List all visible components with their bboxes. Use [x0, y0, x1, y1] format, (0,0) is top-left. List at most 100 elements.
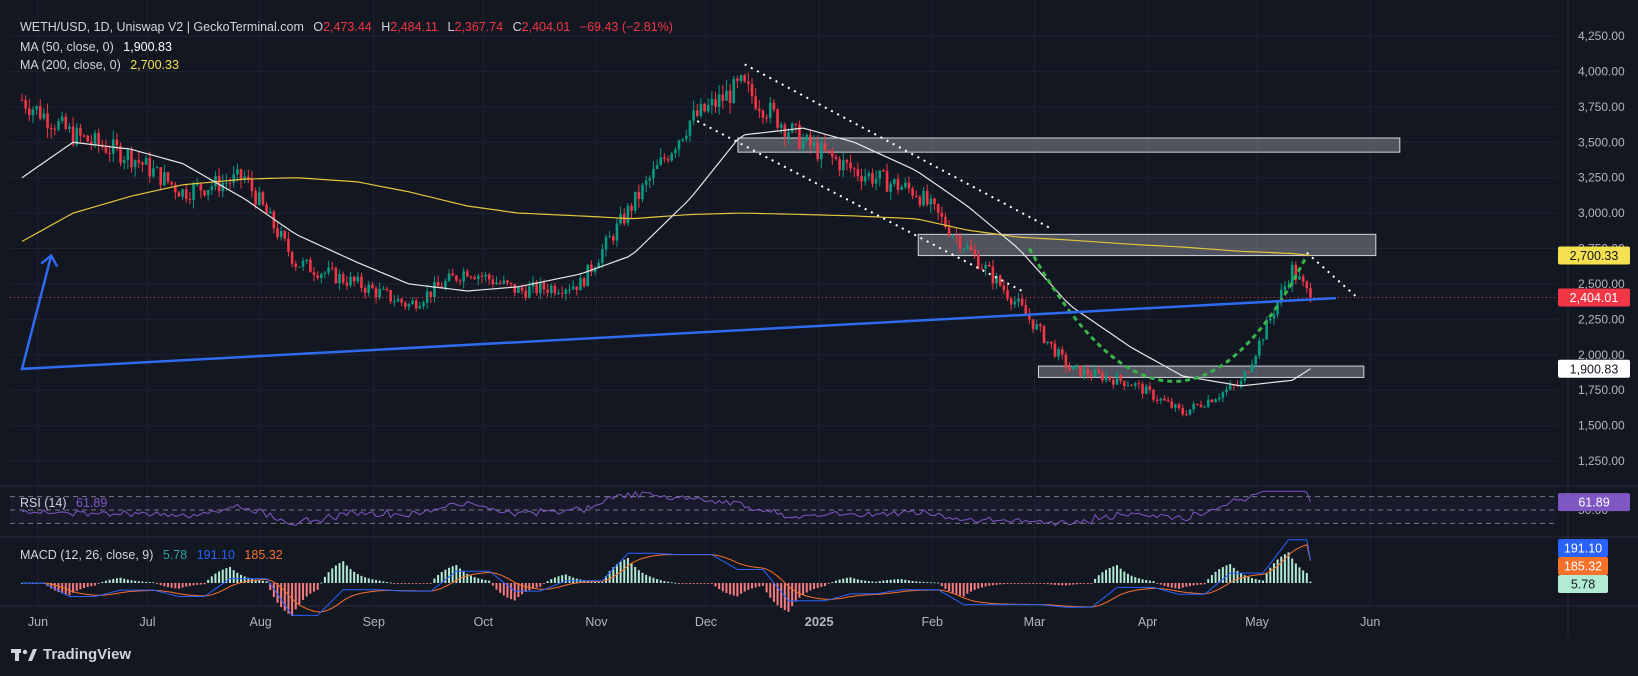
candle-body — [312, 272, 316, 276]
candle-body — [1093, 369, 1097, 377]
candle-body — [816, 142, 819, 160]
candle-body — [57, 121, 60, 130]
candle-body — [1006, 290, 1009, 299]
candle-body — [703, 103, 706, 112]
price-tick-label: 2,250.00 — [1578, 312, 1625, 326]
macd-histogram-bar — [1294, 563, 1297, 583]
macd-histogram-bar — [955, 583, 958, 595]
symbol-title[interactable]: WETH/USD, 1D, Uniswap V2 | GeckoTerminal… — [20, 20, 304, 34]
macd-histogram-bar — [53, 583, 56, 591]
candle-body — [637, 191, 641, 200]
candle-body — [111, 139, 115, 154]
candle-body — [615, 223, 619, 241]
macd-histogram-bar — [488, 580, 491, 583]
macd-histogram-bar — [1174, 583, 1177, 589]
candle-body — [663, 157, 666, 159]
macd-label: MACD (12, 26, close, 9) — [20, 548, 154, 562]
time-axis: Jun Jul Aug Sep Oct Nov Dec 2025 Feb Mar Apr May Jun — [28, 614, 1380, 629]
macd-histogram-bar — [1258, 579, 1261, 583]
macd-histogram-bar — [988, 583, 991, 586]
macd-histogram-bar — [524, 583, 527, 592]
candle-body — [1017, 298, 1020, 302]
tradingview-logo[interactable]: TradingView — [11, 646, 131, 663]
macd-histogram-bar — [1298, 567, 1301, 583]
candle-body — [148, 158, 152, 177]
macd-histogram-bar — [1013, 583, 1016, 584]
candle-body — [144, 158, 148, 165]
macd-legend[interactable]: MACD (12, 26, close, 9) 5.78 191.10 185.… — [20, 548, 283, 562]
rsi-pane: 50.0061.89 — [10, 490, 1630, 527]
ma50-badge-text: 1,900.83 — [1570, 362, 1619, 376]
candle-body — [725, 90, 728, 101]
resistance-zones — [737, 137, 1401, 378]
candle-body — [831, 150, 834, 157]
macd-histogram-bar — [221, 569, 224, 583]
macd-histogram-bar — [1272, 563, 1275, 583]
macd-histogram-bar — [214, 573, 217, 583]
macd-histogram-bar — [243, 576, 246, 583]
candle-body — [46, 113, 49, 128]
macd-hist-value: 5.78 — [162, 548, 188, 562]
candle-body — [385, 288, 389, 291]
macd-histogram-bar — [513, 583, 516, 601]
macd-histogram-bar — [634, 566, 637, 583]
candle-body — [1148, 386, 1152, 390]
candle-body — [936, 204, 940, 213]
macd-histogram-bar — [583, 580, 586, 583]
candle-body — [991, 266, 995, 284]
candle-body — [1020, 298, 1024, 306]
candle-body — [1232, 384, 1236, 386]
macd-histogram-bar — [772, 583, 775, 602]
macd-histogram-bar — [834, 580, 837, 583]
macd-histogram-bar — [991, 583, 994, 586]
moving-average-lines — [10, 127, 1557, 387]
macd-histogram-bar — [437, 574, 440, 583]
candle-body — [593, 268, 597, 272]
change-value: −69.43 (−2.81%) — [579, 20, 673, 34]
candle-body — [491, 279, 495, 285]
macd-histogram-bar — [1247, 576, 1250, 583]
rsi-legend[interactable]: RSI (14) 61.89 — [20, 496, 107, 510]
candle-body — [462, 271, 465, 282]
macd-histogram-bar — [1236, 570, 1239, 583]
macd-histogram-bar — [849, 577, 852, 583]
candle-body — [159, 167, 162, 186]
candle-body — [834, 156, 838, 159]
candle-body — [933, 198, 936, 205]
candle-body — [1243, 371, 1247, 381]
macd-histogram-bar — [1170, 583, 1173, 588]
macd-histogram-bar — [878, 581, 881, 583]
price-tick-label: 3,250.00 — [1578, 171, 1625, 185]
candle-body — [170, 181, 173, 185]
candle-body — [1013, 301, 1017, 305]
macd-histogram-bar — [1265, 573, 1268, 583]
macd-histogram-bar — [1159, 583, 1162, 585]
candle-body — [126, 149, 130, 160]
macd-histogram-bar — [725, 583, 728, 594]
time-tick-label: Feb — [921, 615, 943, 629]
macd-histogram-bar — [141, 581, 144, 583]
macd-histogram-bar — [561, 575, 564, 583]
ma200-legend[interactable]: MA (200, close, 0) 2,700.33 — [20, 58, 179, 72]
candle-body — [363, 288, 367, 293]
candle-body — [119, 145, 122, 163]
macd-histogram-bar — [459, 568, 461, 583]
macd-histogram-bar — [615, 564, 618, 583]
ma50-legend[interactable]: MA (50, close, 0) 1,900.83 — [20, 40, 172, 54]
candle-body — [389, 290, 392, 302]
candle-body — [133, 160, 137, 168]
macd-histogram-bar — [597, 581, 600, 583]
macd-histogram-bar — [809, 583, 812, 591]
candle-body — [969, 245, 973, 251]
candle-body — [852, 168, 856, 170]
candle-body — [560, 292, 564, 294]
candle-body — [1163, 398, 1166, 401]
candle-body — [542, 282, 546, 290]
candle-body — [228, 182, 232, 184]
macd-histogram-bar — [1207, 579, 1210, 583]
macd-histogram-bar — [999, 583, 1002, 585]
macd-histogram-bar — [469, 575, 472, 583]
candle-body — [243, 176, 246, 180]
macd-histogram-bar — [1097, 575, 1100, 583]
macd-histogram-bar — [407, 583, 410, 584]
